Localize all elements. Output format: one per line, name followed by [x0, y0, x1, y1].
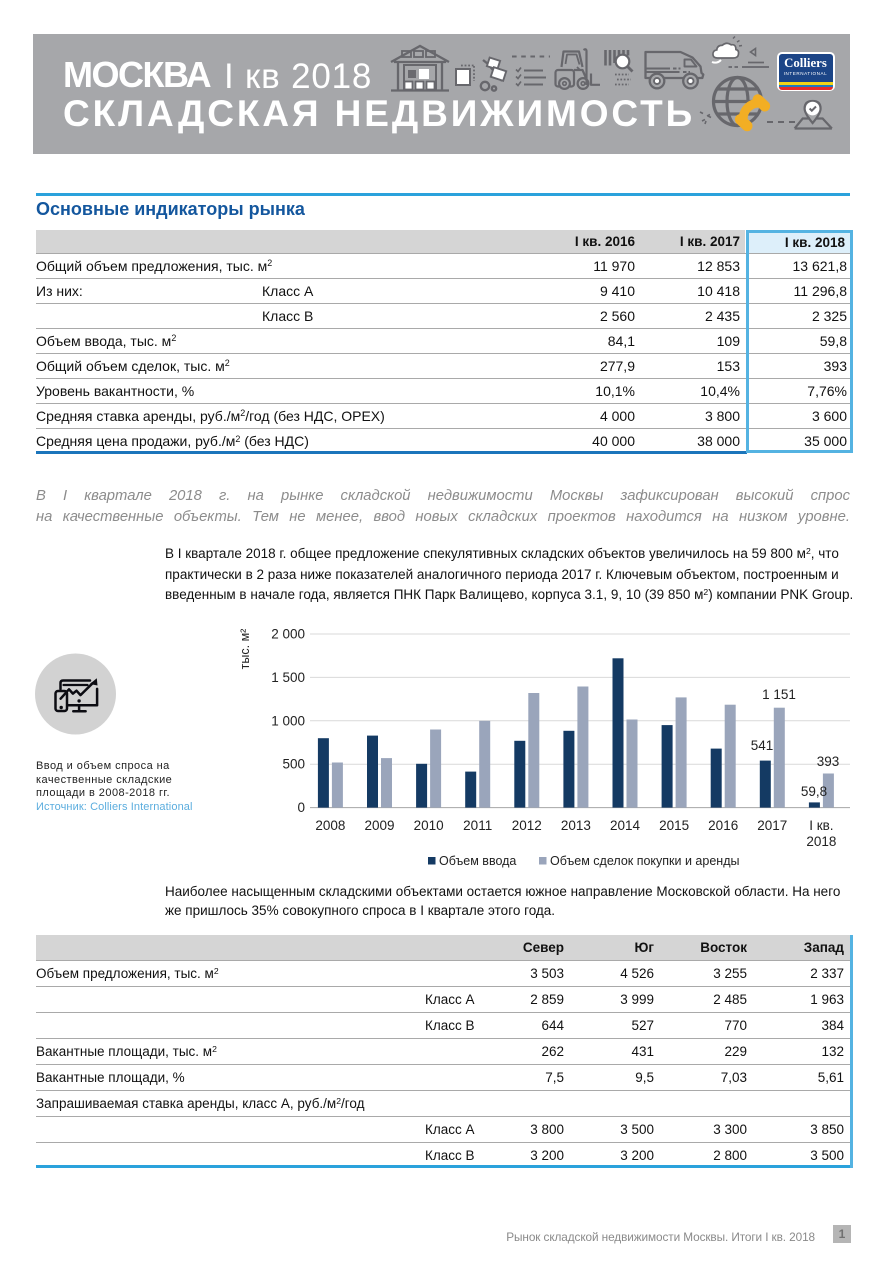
- svg-text:1 151: 1 151: [762, 687, 796, 702]
- svg-text:Объем сделок покупки и аренды: Объем сделок покупки и аренды: [550, 854, 739, 868]
- svg-text:2010: 2010: [414, 818, 444, 833]
- svg-text:2012: 2012: [512, 818, 542, 833]
- svg-text:I кв.: I кв.: [809, 818, 833, 833]
- svg-text:2016: 2016: [708, 818, 738, 833]
- svg-text:2015: 2015: [659, 818, 689, 833]
- svg-text:1 500: 1 500: [271, 670, 305, 685]
- svg-text:1 000: 1 000: [271, 713, 305, 728]
- svg-text:500: 500: [282, 757, 305, 772]
- svg-text:Объем ввода: Объем ввода: [439, 854, 516, 868]
- svg-text:2017: 2017: [757, 818, 787, 833]
- svg-text:2013: 2013: [561, 818, 591, 833]
- svg-text:2011: 2011: [463, 818, 492, 833]
- svg-text:393: 393: [817, 754, 840, 769]
- svg-text:2 000: 2 000: [271, 627, 305, 642]
- svg-text:2018: 2018: [806, 834, 836, 849]
- svg-text:2009: 2009: [364, 818, 394, 833]
- svg-text:2014: 2014: [610, 818, 641, 833]
- svg-text:541: 541: [751, 738, 774, 753]
- svg-text:тыс. м²: тыс. м²: [240, 629, 252, 670]
- svg-text:2008: 2008: [315, 818, 345, 833]
- svg-text:0: 0: [297, 800, 305, 815]
- svg-text:59,8: 59,8: [801, 784, 827, 799]
